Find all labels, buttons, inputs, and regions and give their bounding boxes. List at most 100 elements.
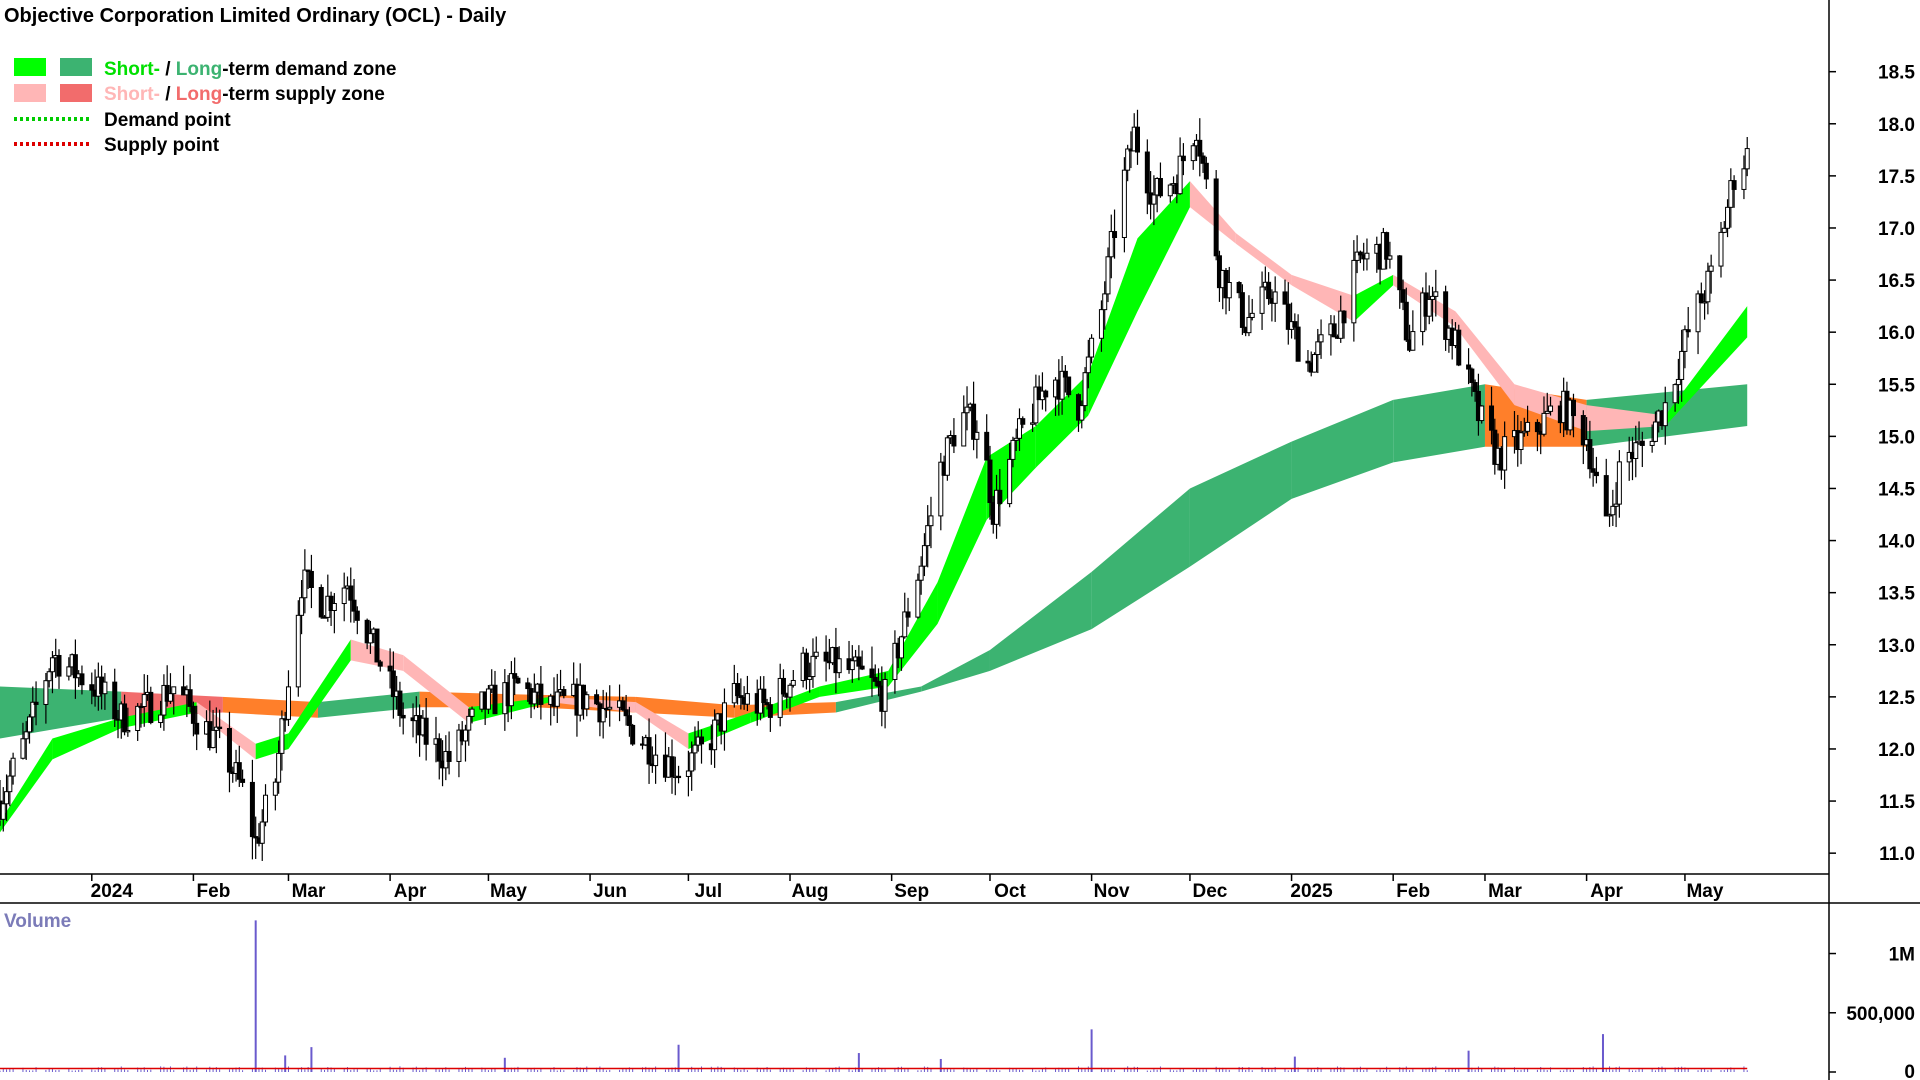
short-zone-segment xyxy=(1455,311,1515,406)
candle xyxy=(1616,450,1622,518)
candle xyxy=(1702,290,1708,320)
candle xyxy=(1079,400,1085,429)
candle xyxy=(462,724,468,762)
candle xyxy=(689,741,695,791)
candle xyxy=(112,668,118,728)
candle xyxy=(1682,325,1688,369)
candle xyxy=(669,739,675,794)
candle xyxy=(56,649,62,689)
candle xyxy=(1541,396,1547,437)
volume-tick-label: 1M xyxy=(1889,945,1915,966)
candle xyxy=(299,580,305,635)
candle xyxy=(1282,279,1288,305)
candle xyxy=(367,620,373,654)
candle xyxy=(918,556,924,595)
candle xyxy=(236,745,242,787)
candle xyxy=(1197,118,1203,177)
candle xyxy=(1016,408,1022,451)
candle xyxy=(1633,425,1639,478)
candle xyxy=(1030,403,1036,432)
y-tick-label: 11.5 xyxy=(1879,792,1915,813)
candle xyxy=(987,445,993,520)
candle xyxy=(1489,386,1495,445)
candle xyxy=(194,705,200,751)
candle xyxy=(1456,324,1462,367)
candle xyxy=(400,702,406,735)
candle xyxy=(1718,221,1724,278)
candle xyxy=(1685,307,1691,338)
candle xyxy=(859,650,865,671)
candle xyxy=(1607,513,1613,527)
y-tick-label: 12.0 xyxy=(1878,740,1915,761)
short-zone-segment xyxy=(52,717,122,760)
candle xyxy=(1433,269,1439,317)
candle xyxy=(1318,319,1324,359)
candle xyxy=(508,661,514,720)
candle xyxy=(387,648,393,689)
candle xyxy=(272,778,278,811)
candle xyxy=(869,646,875,697)
candle xyxy=(1341,310,1347,339)
long-zone-segment xyxy=(222,696,318,718)
candle xyxy=(777,663,783,727)
candle xyxy=(712,709,718,768)
long-zone-segment xyxy=(635,696,735,718)
candle xyxy=(594,689,600,706)
long-zone-segment xyxy=(835,686,922,713)
candle xyxy=(374,628,380,663)
candle xyxy=(1613,482,1619,528)
candle xyxy=(436,733,442,780)
candle xyxy=(1590,447,1596,487)
candle xyxy=(226,711,232,793)
candle xyxy=(1249,298,1255,321)
short-zone-segment xyxy=(1665,306,1748,426)
candle xyxy=(148,686,154,725)
candle xyxy=(1125,144,1131,182)
candle xyxy=(1010,436,1016,468)
short-zone-segment xyxy=(1035,373,1089,468)
candle xyxy=(1672,383,1678,412)
candle xyxy=(1190,143,1196,170)
candle xyxy=(810,638,816,688)
candle xyxy=(125,707,131,737)
y-tick-label: 13.0 xyxy=(1878,636,1915,657)
y-tick-label: 18.5 xyxy=(1878,63,1915,84)
candle xyxy=(744,675,750,712)
candle xyxy=(646,718,652,784)
candle xyxy=(1675,358,1681,404)
candle xyxy=(790,669,796,688)
candle xyxy=(882,672,888,729)
short-zone-segment xyxy=(1088,238,1138,416)
candle xyxy=(692,726,698,771)
candle xyxy=(554,673,560,723)
candle xyxy=(187,674,193,713)
candle xyxy=(685,750,691,797)
candle xyxy=(1357,250,1363,264)
candle xyxy=(1469,367,1475,397)
x-tick-label: Apr xyxy=(1590,881,1623,902)
candle xyxy=(1013,428,1019,452)
legend-demand-zone: Short- / Long-term demand zone xyxy=(104,59,396,80)
y-tick-label: 16.0 xyxy=(1878,323,1915,344)
candle xyxy=(984,414,990,461)
candle xyxy=(1098,300,1104,352)
volume-axis: 0 500,000 1M xyxy=(1829,945,1915,1080)
x-tick-label: Sep xyxy=(894,881,929,902)
legend-supply-zone: Short- / Long-term supply zone xyxy=(104,84,385,105)
x-tick-label: 2024 xyxy=(91,881,134,902)
candle xyxy=(1121,157,1127,253)
legend: Short- / Long-term demand zone Short- / … xyxy=(14,58,396,156)
x-tick-label: May xyxy=(490,881,527,902)
candle xyxy=(43,672,49,724)
candle xyxy=(938,452,944,531)
candle xyxy=(1679,329,1685,402)
candle xyxy=(584,691,590,717)
x-tick-label: Mar xyxy=(292,881,326,902)
long-zone-segment xyxy=(1091,488,1190,630)
candle xyxy=(20,722,26,760)
candle xyxy=(1534,419,1540,452)
candle xyxy=(928,496,934,549)
candle xyxy=(1649,424,1655,453)
candle xyxy=(122,694,128,736)
candle xyxy=(30,686,36,732)
